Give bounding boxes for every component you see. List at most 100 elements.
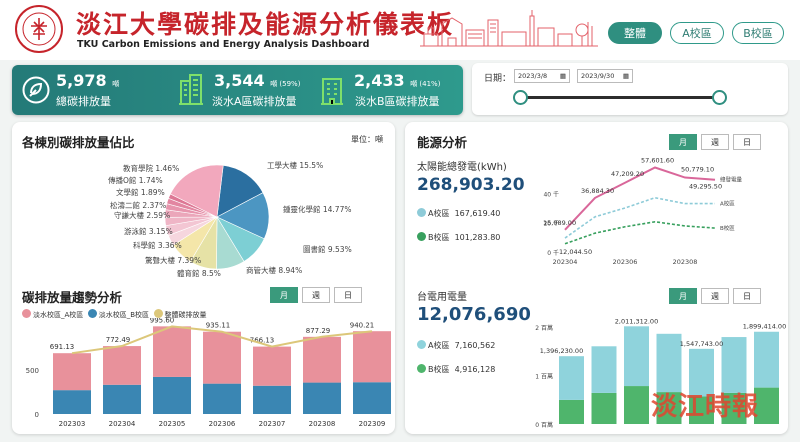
pie-label: 圖書館 9.53% bbox=[303, 245, 352, 254]
kpi-campus-a-label: 淡水A區碳排放量 bbox=[212, 95, 297, 108]
legend-a: 淡水校區_A校區 bbox=[33, 311, 84, 319]
carbon-trend-chart: 0 500 202303 691.13 202304 772.49 202305 995.60… bbox=[26, 318, 391, 428]
series-end-label: A校區 bbox=[720, 200, 735, 208]
solar-b-value: 101,283.80 bbox=[454, 233, 501, 242]
page-title: 淡江大學碳排及能源分析儀表板 bbox=[76, 10, 455, 39]
solar-line bbox=[564, 166, 716, 231]
solar-a-value: 167,619.40 bbox=[454, 209, 501, 218]
trend-data-label: 877.29 bbox=[306, 327, 331, 335]
kpi-campus-b-unit: 噸 (41%) bbox=[410, 80, 441, 88]
trend-data-label: 935.11 bbox=[206, 322, 231, 330]
kpi-campus-a-value: 3,544 bbox=[214, 71, 265, 90]
legend-a-swatch bbox=[22, 309, 31, 318]
tab-day[interactable]: 日 bbox=[334, 287, 362, 303]
power-b-label: B校區 bbox=[428, 365, 450, 374]
solar-a: A校區 167,619.40 bbox=[417, 208, 500, 219]
x-tick-label: 202308 bbox=[309, 420, 336, 428]
university-seal-logo bbox=[15, 5, 63, 53]
legend-total-swatch bbox=[153, 309, 163, 318]
solar-label: 太陽能總發電(kWh) bbox=[417, 162, 507, 173]
y-tick-label: 2 百萬 bbox=[535, 324, 553, 332]
power-bar-b bbox=[689, 396, 714, 424]
range-end-handle[interactable] bbox=[712, 90, 727, 105]
tab-month[interactable]: 月 bbox=[669, 288, 697, 304]
trend-bar-b bbox=[303, 382, 341, 414]
trend-bar-a bbox=[203, 331, 241, 384]
tab-week[interactable]: 週 bbox=[701, 134, 729, 150]
start-date-input[interactable]: 2023/3/8 ▦ bbox=[514, 69, 570, 83]
y-tick-label: 40 千 bbox=[543, 190, 559, 198]
power-bar-chart: 0 百萬 1 百萬 2 百萬 1,396,230.00 2,011,312.00 1,54… bbox=[535, 317, 786, 429]
power-label: 台電用電量 bbox=[417, 292, 467, 303]
y-tick-label: 0 千 bbox=[547, 249, 559, 257]
watermark: 淡江時報 bbox=[651, 392, 760, 422]
solar-data-label: 47,209.20 bbox=[611, 170, 644, 178]
date-filter: 日期： 2023/3/8 ▦ 2023/9/30 ▦ bbox=[472, 63, 788, 115]
building-icon bbox=[321, 78, 343, 105]
x-tick-label: 202307 bbox=[259, 420, 286, 428]
calendar-icon: ▦ bbox=[559, 72, 566, 80]
x-tick-label: 202308 bbox=[673, 258, 698, 266]
solar-b: B校區 101,283.80 bbox=[417, 232, 500, 243]
kpi-total-label: 總碳排放量 bbox=[56, 95, 111, 108]
pie-label: 鍾靈化學館 14.77% bbox=[283, 205, 352, 214]
kpi-campus-a-unit: 噸 (59%) bbox=[270, 80, 301, 88]
kpi-campus-b-value: 2,433 bbox=[354, 71, 405, 90]
solar-data-label: 57,601.60 bbox=[641, 157, 674, 165]
y-tick-label: 20 千 bbox=[543, 220, 559, 228]
pie-label: 游泳館 3.15% bbox=[124, 227, 173, 236]
y-tick-label: 1 百萬 bbox=[535, 372, 553, 380]
tab-week[interactable]: 週 bbox=[302, 287, 330, 303]
power-data-label: 1,547,743.00 bbox=[680, 340, 723, 348]
plug-leaf-icon bbox=[22, 76, 50, 104]
date-label: 日期： bbox=[484, 74, 512, 84]
tab-month[interactable]: 月 bbox=[669, 134, 697, 150]
power-bar-a bbox=[754, 331, 779, 388]
range-start-handle[interactable] bbox=[513, 90, 528, 105]
power-bar-b bbox=[754, 387, 779, 424]
date-range-track bbox=[522, 96, 722, 99]
power-bar-b bbox=[624, 386, 649, 424]
campus-a-button[interactable]: A校區 bbox=[670, 22, 724, 44]
x-tick-label: 202309 bbox=[359, 420, 386, 428]
trend-bar-a bbox=[253, 346, 291, 386]
power-bar-a bbox=[559, 356, 584, 400]
series-end-label: B校區 bbox=[720, 224, 735, 232]
power-bar-a bbox=[624, 326, 649, 387]
x-tick-label: 202306 bbox=[209, 420, 236, 428]
building-chart-title: 各棟別碳排放量佔比 bbox=[22, 135, 135, 150]
tab-day[interactable]: 日 bbox=[733, 288, 761, 304]
trend-bar-b bbox=[253, 385, 291, 414]
power-total: 12,076,690 bbox=[417, 304, 531, 325]
x-tick-label: 202303 bbox=[59, 420, 86, 428]
tab-month[interactable]: 月 bbox=[270, 287, 298, 303]
pie-label: 科學館 3.36% bbox=[133, 241, 182, 250]
power-a-value: 7,160,562 bbox=[454, 341, 496, 350]
kpi-campus-a: 3,544 噸 (59%) 淡水A區碳排放量 bbox=[162, 65, 312, 115]
header: 淡江大學碳排及能源分析儀表板 TKU Carbon Emissions and … bbox=[0, 0, 800, 60]
kpi-campus-b-label: 淡水B區碳排放量 bbox=[355, 95, 440, 108]
legend-b-swatch bbox=[87, 309, 97, 318]
x-tick-label: 202306 bbox=[613, 258, 638, 266]
power-bar-b bbox=[656, 392, 682, 424]
tab-day[interactable]: 日 bbox=[733, 134, 761, 150]
pie-slice bbox=[216, 165, 264, 218]
power-data-label: 2,011,312.00 bbox=[615, 317, 658, 325]
solar-data-label: 12,044.50 bbox=[559, 248, 592, 256]
campus-b-button[interactable]: B校區 bbox=[732, 22, 784, 44]
tab-week[interactable]: 週 bbox=[701, 288, 729, 304]
calendar-icon: ▦ bbox=[622, 72, 629, 80]
total-emission-line bbox=[71, 325, 373, 355]
trend-data-label: 691.13 bbox=[50, 343, 75, 351]
trend-period-tabs: 月 週 日 bbox=[270, 287, 362, 303]
trend-data-label: 772.49 bbox=[106, 336, 131, 344]
power-a-dot bbox=[417, 340, 426, 349]
overall-button[interactable]: 整體 bbox=[608, 22, 662, 44]
pie-label: 工學大樓 15.5% bbox=[267, 161, 324, 170]
legend-total: 整體碳排放量 bbox=[164, 311, 207, 319]
building-pie-chart bbox=[164, 164, 270, 270]
end-date-input[interactable]: 2023/9/30 ▦ bbox=[577, 69, 633, 83]
x-tick-label: 202304 bbox=[109, 420, 136, 428]
pie-label: 傳播O館 1.74% bbox=[108, 176, 163, 185]
trend-data-label: 766.13 bbox=[250, 337, 275, 345]
